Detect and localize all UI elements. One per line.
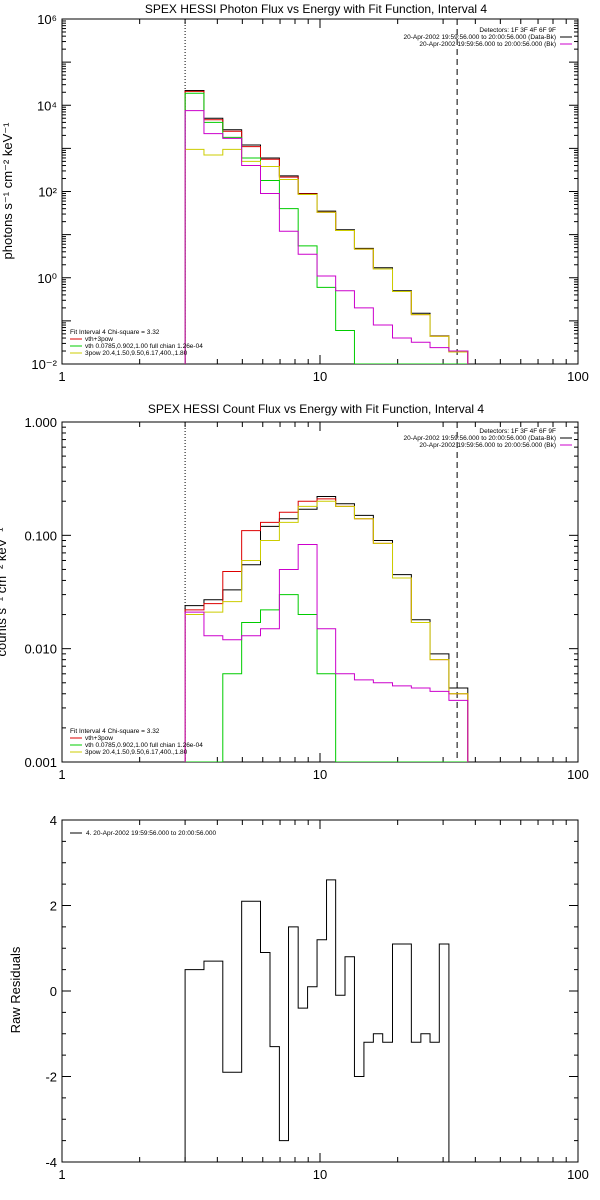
photon-y-tick-label: 10⁰ [37, 271, 57, 286]
count-legend-total: vth+3pow [85, 735, 113, 742]
count-x-ticks: 1 10 100 [58, 422, 589, 782]
count-legend-fit-header: Fit Interval 4 Chi-square = 3.32 [70, 728, 160, 735]
photon-legend-right: Detectors: 1F 3F 4F 6F 9F 20-Apr-2002 19… [404, 27, 572, 48]
photon-panel-title: SPEX HESSI Photon Flux vs Energy with Fi… [145, 2, 487, 16]
photon-series-3pow [184, 148, 469, 364]
count-y-tick-label: 0.100 [24, 528, 57, 543]
photon-x-tick-label: 10 [313, 369, 327, 384]
count-legend-detectors: Detectors: 1F 3F 4F 6F 9F [479, 428, 556, 435]
photon-series [184, 89, 469, 364]
count-legend-data-bk: 20-Apr-2002 19:59:56.000 to 20:00:56.000… [404, 435, 557, 442]
residuals-x-tick-label: 1 [58, 1167, 65, 1182]
photon-legend-vth: vth 0.0785,0.902,1.00 full chian 1.26e-0… [85, 343, 203, 350]
count-series-vth [185, 594, 468, 762]
photon-series-data-bk [184, 89, 469, 364]
photon-plot-frame [61, 18, 579, 365]
photon-vlines [184, 19, 458, 364]
photon-legend-3pow: 3pow 20.4,1.50,9.50,6.17,400.,1.80 [85, 350, 188, 357]
count-x-tick-label: 10 [313, 767, 327, 782]
photon-legend-total: vth+3pow [85, 336, 113, 343]
residuals-y-tick-label: -2 [45, 1070, 57, 1085]
photon-x-tick-label: 100 [567, 369, 589, 384]
photon-legend-bk: 20-Apr-2002 19:59:56.000 to 20:00:56.000… [419, 41, 556, 48]
count-x-tick-label: 100 [567, 767, 589, 782]
residuals-x-tick-label: 100 [567, 1167, 589, 1182]
count-panel-title: SPEX HESSI Count Flux vs Energy with Fit… [148, 402, 484, 416]
residuals-plot-frame [61, 819, 579, 1163]
count-series-bk [184, 544, 469, 762]
count-vlines [184, 422, 458, 762]
photon-flux-panel: SPEX HESSI Photon Flux vs Energy with Fi… [0, 2, 589, 384]
photon-y-tick-label: 10⁻² [31, 357, 57, 372]
count-series-vth-3pow [184, 498, 469, 762]
count-legend-left: Fit Interval 4 Chi-square = 3.32 vth+3po… [70, 728, 203, 756]
photon-legend-fit-header: Fit Interval 4 Chi-square = 3.32 [70, 329, 160, 336]
count-plot-frame [61, 421, 579, 763]
residuals-y-tick-label: 2 [50, 899, 57, 914]
photon-y-tick-label: 10⁴ [37, 98, 57, 113]
residuals-legend: 4. 20-Apr-2002 19:59:56.000 to 20:00:56.… [70, 830, 216, 837]
photon-series-vth [184, 92, 468, 364]
count-legend-vth: vth 0.0785,0.902,1.00 full chian 1.26e-0… [85, 742, 203, 749]
count-series [184, 496, 469, 762]
count-legend-right: Detectors: 1F 3F 4F 6F 9F 20-Apr-2002 19… [404, 428, 572, 449]
photon-x-tick-label: 1 [58, 369, 65, 384]
count-y-tick-label: 1.000 [24, 415, 57, 430]
residuals-x-ticks: 1 10 100 [58, 820, 589, 1182]
count-series-3pow [184, 500, 469, 762]
count-legend-3pow: 3pow 20.4,1.50,9.50,6.17,400.,1.80 [85, 749, 188, 756]
count-x-tick-label: 1 [58, 767, 65, 782]
residuals-y-tick-label: 0 [50, 984, 57, 999]
photon-legend-left: Fit Interval 4 Chi-square = 3.32 vth+3po… [70, 329, 203, 357]
photon-y-tick-label: 10² [38, 185, 57, 200]
residuals-y-tick-label: 4 [50, 813, 57, 828]
photon-legend-detectors: Detectors: 1F 3F 4F 6F 9F [479, 27, 556, 34]
count-y-axis-label: counts s⁻¹ cm⁻² keV⁻¹ [0, 527, 9, 657]
count-legend-bk: 20-Apr-2002 19:59:56.000 to 20:00:56.000… [419, 442, 556, 449]
residuals-x-tick-label: 10 [313, 1167, 327, 1182]
photon-y-axis-label: photons s⁻¹ cm⁻² keV⁻¹ [0, 122, 15, 260]
count-y-tick-label: 0.010 [24, 642, 57, 657]
residuals-y-ticks: -4 -2 0 2 4 [45, 813, 578, 1170]
photon-legend-data-bk: 20-Apr-2002 19:59:56.000 to 20:00:56.000… [404, 34, 557, 41]
residuals-panel: Raw Residuals -4 -2 0 2 4 1 10 100 4. 20-Apr-2… [8, 813, 589, 1182]
residuals-series [184, 879, 458, 1162]
count-flux-panel: SPEX HESSI Count Flux vs Energy with Fit… [0, 402, 589, 782]
photon-series-vth-3pow [184, 90, 469, 364]
residuals-y-tick-label: -4 [45, 1155, 57, 1170]
count-series-data-bk [184, 496, 469, 762]
photon-y-ticks: 10⁻² 10⁰ 10² 10⁴ 10⁶ [31, 12, 578, 372]
count-y-tick-label: 0.001 [24, 755, 57, 770]
photon-y-tick-label: 10⁶ [37, 12, 57, 27]
residuals-series-residuals [184, 879, 458, 1162]
photon-series-bk [184, 110, 469, 364]
residuals-y-axis-label: Raw Residuals [8, 946, 23, 1033]
residuals-legend-label: 4. 20-Apr-2002 19:59:56.000 to 20:00:56.… [86, 830, 216, 837]
count-y-ticks: 0.001 0.010 0.100 1.000 [24, 415, 578, 770]
